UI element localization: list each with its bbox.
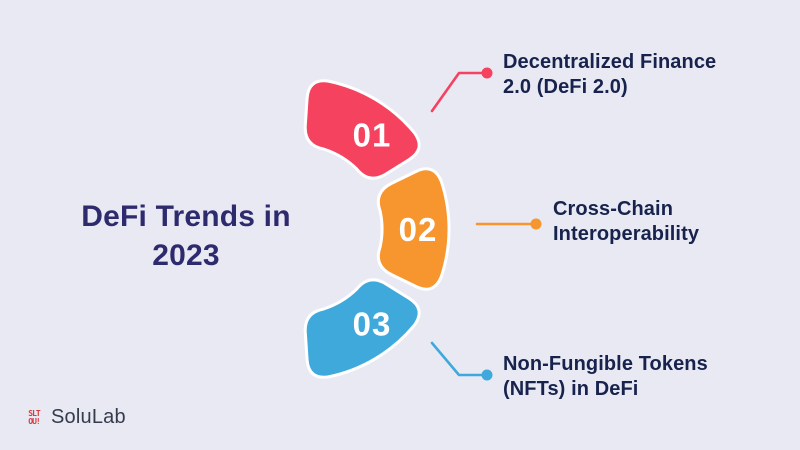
label-defi-2-0-line1: Decentralized Finance — [503, 51, 717, 73]
solulab-logo-icon-row2: OU! — [28, 416, 40, 426]
label-cross-chain-line1: Cross-Chain — [553, 198, 674, 220]
segment-number-03: 03 — [353, 305, 392, 342]
label-nft-defi-line2: (NFTs) in DeFi — [503, 378, 639, 400]
solulab-logo-icon-row1: SLT — [28, 408, 40, 418]
segment-shape-02 — [376, 167, 451, 291]
connector-dot-02 — [530, 218, 542, 230]
connector-line-03 — [430, 341, 485, 377]
solulab-logo-icon: SLT OU! — [24, 408, 44, 428]
page-title-line1: DeFi Trends in — [81, 200, 291, 233]
brand-logo: SLT OU! SoluLab — [24, 406, 126, 429]
segment-number-01: 01 — [353, 116, 392, 153]
segment-shape-01 — [303, 79, 421, 180]
segment-shape-03 — [303, 278, 421, 379]
label-nft-defi: Non-Fungible Tokens (NFTs) in DeFi — [503, 352, 708, 402]
connector-line-01 — [430, 71, 485, 113]
connector-dot-01 — [481, 67, 493, 79]
connector-dot-03 — [481, 369, 493, 381]
label-defi-2-0: Decentralized Finance 2.0 (DeFi 2.0) — [503, 50, 716, 100]
label-defi-2-0-line2: 2.0 (DeFi 2.0) — [503, 76, 628, 98]
page-title-line2: 2023 — [152, 239, 220, 272]
brand-name: SoluLab — [51, 406, 126, 428]
label-cross-chain-line2: Interoperability — [553, 223, 700, 245]
label-cross-chain: Cross-Chain Interoperability — [553, 197, 699, 247]
label-nft-defi-line1: Non-Fungible Tokens — [503, 353, 708, 375]
segment-number-02: 02 — [399, 211, 438, 248]
page-title: DeFi Trends in 2023 — [36, 197, 336, 275]
